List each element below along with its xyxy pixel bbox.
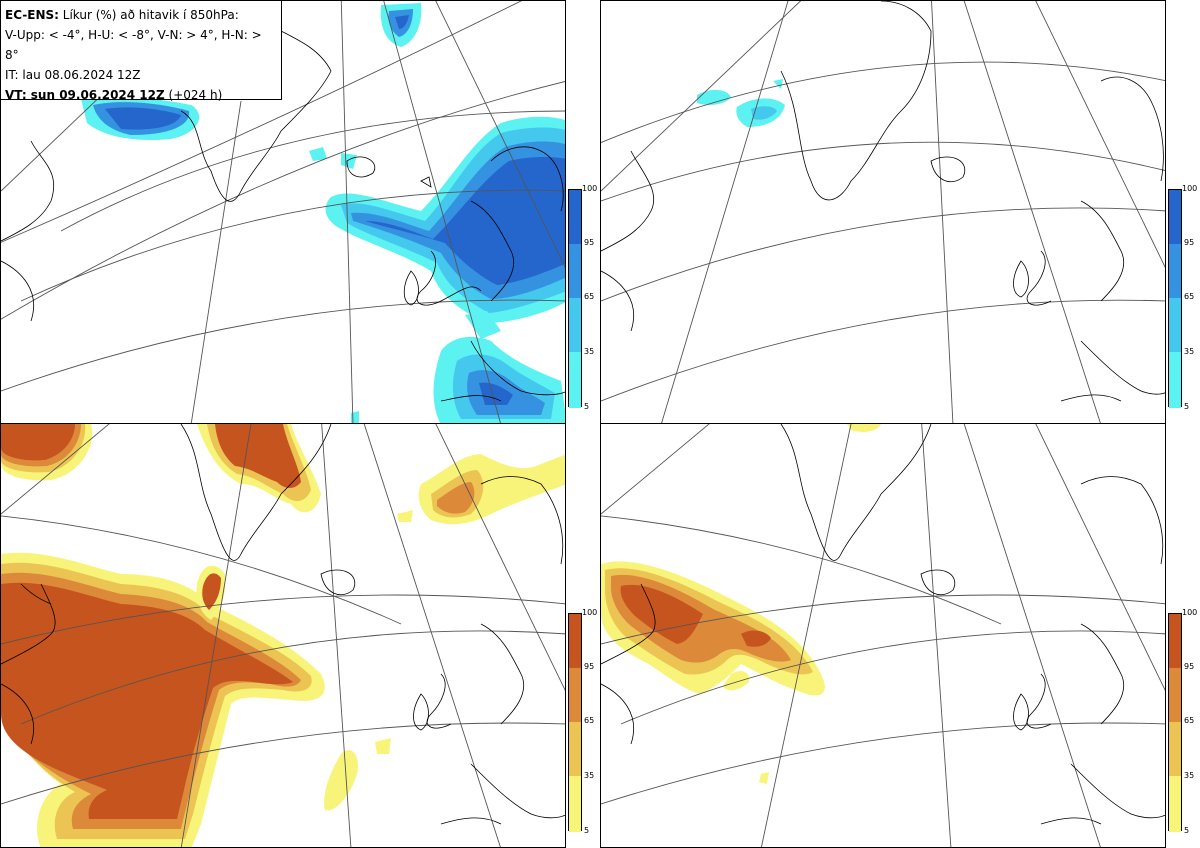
map-panel-cold-8	[600, 0, 1166, 424]
probability-field	[81, 3, 565, 423]
map-panel-warm-4	[0, 423, 566, 848]
map-canvas	[601, 1, 1165, 423]
tick-label: 65	[1184, 292, 1195, 301]
tick-label: 65	[584, 292, 595, 301]
tick-label: 100	[582, 608, 598, 617]
tick-label: 5	[584, 402, 590, 411]
header-legend: EC-ENS: Líkur (%) að hitavik í 850hPa: V…	[0, 0, 282, 102]
map-canvas	[601, 424, 1165, 847]
tick-label: 35	[1184, 347, 1195, 356]
tick-label: 95	[584, 662, 595, 671]
colorbar-blue-right	[1168, 189, 1182, 408]
valid-time-line: VT: sun 09.06.2024 12Z (+024 h)	[5, 85, 277, 105]
tick-label: 5	[1184, 402, 1190, 411]
model-label: EC-ENS:	[5, 8, 59, 22]
tick-label: 65	[1184, 716, 1195, 725]
map-canvas	[1, 424, 565, 847]
map-panel-warm-8	[600, 423, 1166, 848]
colorbar-orange-right	[1168, 613, 1182, 832]
coastlines	[601, 1, 1165, 402]
tick-label: 35	[584, 771, 595, 780]
tick-label: 5	[1184, 826, 1190, 835]
probability-field	[601, 424, 881, 784]
init-time: IT: lau 08.06.2024 12Z	[5, 68, 141, 82]
colorbar-orange-left	[568, 613, 582, 832]
colorbar-blue-left	[568, 189, 582, 408]
tick-label: 100	[1182, 184, 1198, 193]
valid-time: VT: sun 09.06.2024 12Z	[5, 88, 165, 102]
tick-label: 95	[584, 238, 595, 247]
tick-label: 65	[584, 716, 595, 725]
variable-label: Líkur (%) að hitavik í 850hPa:	[58, 8, 239, 22]
threshold-line: V-Upp: < -4°, H-U: < -8°, V-N: > 4°, H-N…	[5, 28, 262, 62]
map-panel-cold-4	[0, 0, 566, 424]
coastlines	[601, 424, 1165, 825]
map-canvas	[1, 1, 565, 423]
tick-label: 95	[1184, 238, 1195, 247]
coastlines	[1, 424, 565, 825]
tick-label: 100	[1182, 608, 1198, 617]
probability-field	[1, 424, 565, 847]
graticule	[601, 424, 1165, 847]
tick-label: 100	[582, 184, 598, 193]
probability-field	[697, 79, 785, 127]
tick-label: 95	[1184, 662, 1195, 671]
tick-label: 5	[584, 826, 590, 835]
lead-time: (+024 h)	[164, 88, 223, 102]
graticule	[601, 1, 1165, 423]
tick-label: 35	[584, 347, 595, 356]
tick-label: 35	[1184, 771, 1195, 780]
title-line: EC-ENS: Líkur (%) að hitavik í 850hPa:	[5, 5, 277, 25]
graticule	[1, 424, 565, 847]
